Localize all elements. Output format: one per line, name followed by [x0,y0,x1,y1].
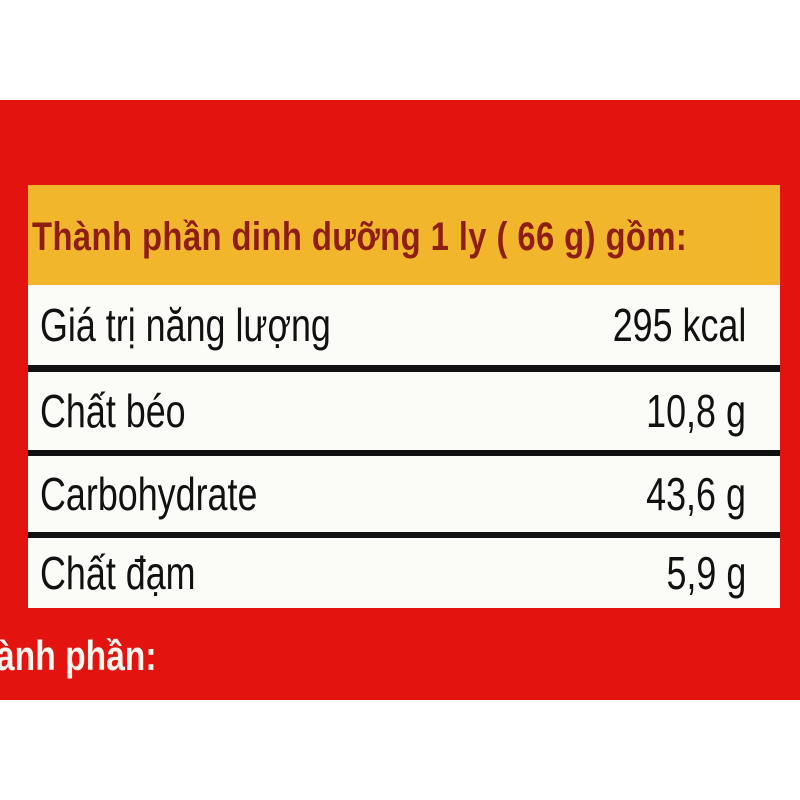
nutrition-row-energy: Giá trị năng lượng 295 kcal [28,285,780,365]
nutrition-row-carbohydrate: Carbohydrate 43,6 g [28,456,780,532]
row-label: Chất béo [40,385,186,437]
row-value: 295 kcal [612,299,746,351]
nutrition-header: Thành phần dinh dưỡng 1 ly ( 66 g) gồm: [28,185,780,285]
packaging-background: Thành phần dinh dưỡng 1 ly ( 66 g) gồm: … [0,100,800,700]
row-label: Chất đạm [40,547,196,599]
nutrition-row-protein: Chất đạm 5,9 g [28,538,780,608]
row-value: 5,9 g [666,547,746,599]
nutrition-title: Thành phần dinh dưỡng 1 ly ( 66 g) gồm: [32,215,688,259]
row-label: Giá trị năng lượng [40,299,331,351]
nutrition-table: Thành phần dinh dưỡng 1 ly ( 66 g) gồm: … [28,185,780,608]
nutrition-row-fat: Chất béo 10,8 g [28,372,780,450]
row-divider [28,532,780,538]
row-value: 43,6 g [646,468,746,520]
row-divider [28,450,780,456]
ingredients-heading: ành phần: [0,632,157,679]
row-label: Carbohydrate [40,468,258,520]
row-divider [28,365,780,372]
row-value: 10,8 g [646,385,746,437]
